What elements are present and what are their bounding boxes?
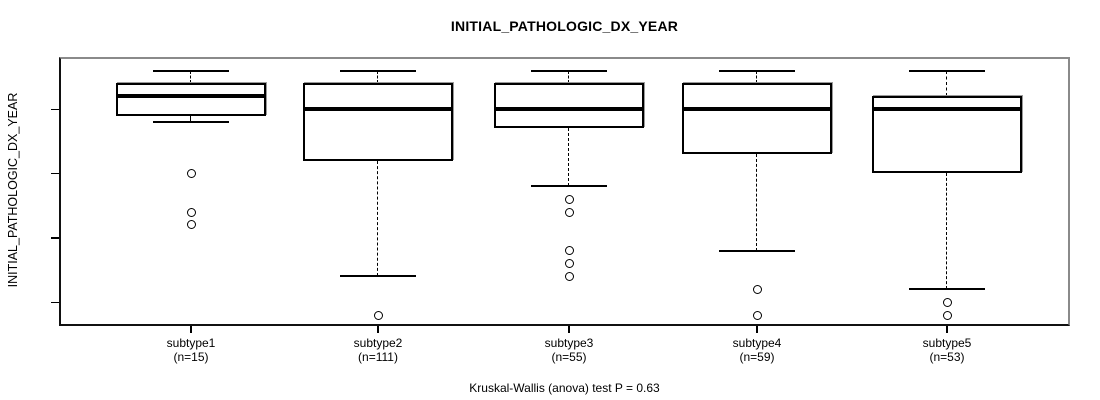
x-label-count: (n=53) [929, 349, 965, 364]
outlier-point [752, 310, 762, 320]
y-tick [51, 237, 59, 239]
outlier-point [186, 220, 196, 230]
x-tick [190, 326, 192, 333]
box-rect [303, 83, 453, 161]
plot-area-frame [59, 57, 1070, 326]
whisker-stem-lower [190, 115, 192, 122]
x-label-name: subtype3 [544, 336, 594, 350]
stat-test-caption: Kruskal-Wallis (anova) test P = 0.63 [469, 381, 660, 395]
x-label-count: (n=15) [173, 349, 209, 364]
x-tick-label: subtype1 (n=15) [111, 336, 271, 364]
median-line [494, 106, 644, 112]
box-rect [494, 83, 644, 129]
y-tick [51, 108, 59, 110]
whisker-cap-low [909, 288, 985, 291]
outlier-point [942, 297, 952, 307]
outlier-point [752, 284, 762, 294]
x-tick-label: subtype2 (n=111) [298, 336, 458, 364]
whisker-cap-low [153, 120, 229, 123]
whisker-stem-upper [568, 70, 570, 84]
x-label-name: subtype1 [166, 336, 216, 350]
outlier-point [186, 207, 196, 217]
x-label-count: (n=59) [739, 349, 775, 364]
x-label-count: (n=55) [551, 349, 587, 364]
outlier-point [373, 310, 383, 320]
outlier-point [942, 310, 952, 320]
outlier-point [564, 194, 574, 204]
x-tick-label: subtype5 (n=53) [867, 336, 1027, 364]
outlier-point [564, 246, 574, 256]
whisker-cap-high [340, 69, 416, 72]
whisker-stem-upper [946, 70, 948, 97]
outlier-point [564, 207, 574, 217]
whisker-stem-lower [377, 160, 379, 277]
whisker-cap-low [340, 275, 416, 278]
x-tick-label: subtype3 (n=55) [489, 336, 649, 364]
chart-title: INITIAL_PATHOLOGIC_DX_YEAR [450, 18, 679, 34]
whisker-stem-upper [756, 70, 758, 84]
median-line [872, 106, 1022, 112]
whisker-cap-high [531, 69, 607, 72]
median-line [303, 106, 453, 112]
outlier-point [564, 271, 574, 281]
whisker-stem-upper [377, 70, 379, 84]
x-label-name: subtype4 [732, 336, 782, 350]
x-tick [377, 326, 379, 333]
median-line [116, 94, 266, 99]
whisker-stem-lower [946, 173, 948, 290]
whisker-cap-low [531, 185, 607, 188]
whisker-cap-high [909, 69, 985, 72]
y-tick [51, 172, 59, 175]
whisker-cap-high [719, 69, 795, 72]
x-label-name: subtype5 [922, 336, 972, 350]
median-line [682, 106, 832, 112]
whisker-stem-lower [756, 154, 758, 251]
whisker-stem-upper [190, 70, 192, 84]
whisker-cap-high [153, 69, 229, 72]
outlier-point [564, 259, 574, 269]
x-tick [946, 326, 948, 333]
x-label-count: (n=111) [358, 349, 398, 364]
x-tick [568, 326, 570, 333]
y-axis-title: INITIAL_PATHOLOGIC_DX_YEAR [6, 92, 20, 288]
y-tick [51, 301, 59, 303]
outlier-point [186, 168, 196, 178]
x-tick-label: subtype4 (n=59) [677, 336, 837, 364]
whisker-stem-lower [568, 128, 570, 187]
x-tick [756, 326, 758, 333]
whisker-cap-low [719, 249, 795, 252]
box-rect [116, 83, 266, 116]
x-label-name: subtype2 [353, 336, 403, 350]
box-rect [682, 83, 832, 155]
